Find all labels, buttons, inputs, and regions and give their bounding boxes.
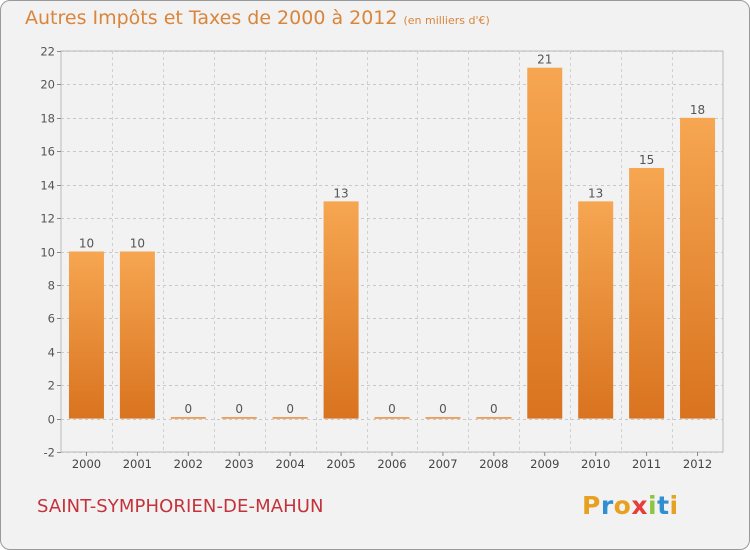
y-tick-label: 8	[48, 279, 55, 293]
proxiti-logo: Proxiti	[582, 491, 679, 520]
value-label: 0	[490, 402, 498, 416]
y-tick-label: 22	[40, 45, 55, 59]
x-tick-label: 2008	[479, 457, 508, 471]
y-tick-label: 2	[48, 379, 55, 393]
bar-2011	[629, 167, 665, 419]
bar-2007	[425, 417, 461, 419]
logo-letter: x	[631, 491, 648, 520]
x-tick-label: 2003	[225, 457, 254, 471]
bar-2006	[374, 417, 410, 419]
y-tick-label: 18	[40, 112, 55, 126]
y-tick-label: 14	[40, 179, 55, 193]
value-label: 0	[184, 402, 192, 416]
value-label: 10	[130, 237, 145, 251]
x-tick-label: 2007	[428, 457, 457, 471]
logo-letter: t	[657, 491, 670, 520]
x-tick-label: 2011	[632, 457, 661, 471]
labels: -2 0 2 4 6 8 10 12 14 16 18 20 22 10 2000 10 2001 0 2002 0 2…	[40, 45, 712, 472]
value-label: 0	[439, 402, 447, 416]
value-label: 13	[333, 186, 348, 200]
chart-title: Autres Impôts et Taxes de 2000 à 2012 (en…	[25, 7, 490, 29]
value-label: 21	[537, 53, 552, 67]
grid	[57, 50, 724, 456]
bar-2003	[221, 417, 257, 419]
value-label: 0	[286, 402, 294, 416]
y-tick-label: 4	[48, 346, 55, 360]
x-tick-label: 2010	[581, 457, 610, 471]
value-label: 13	[588, 186, 603, 200]
x-tick-label: 2005	[326, 457, 355, 471]
bar-2005	[323, 201, 359, 419]
value-label: 10	[79, 237, 94, 251]
y-tick-label: -2	[44, 446, 55, 460]
x-tick-label: 2009	[530, 457, 559, 471]
logo-letter: o	[613, 491, 632, 520]
bar-2009	[527, 67, 563, 419]
chart-unit: (en milliers d'€)	[403, 14, 490, 27]
y-tick-label: 16	[40, 145, 55, 159]
value-label: 0	[235, 402, 243, 416]
y-tick-label: 6	[48, 312, 55, 326]
logo-letter: i	[648, 491, 658, 520]
value-label: 0	[388, 402, 396, 416]
bar-2002	[170, 417, 206, 419]
y-tick-label: 12	[40, 212, 55, 226]
y-tick-label: 10	[40, 246, 55, 260]
bar-2012	[680, 117, 716, 419]
bar-2004	[272, 417, 308, 419]
x-tick-label: 2001	[123, 457, 152, 471]
y-tick-label: 0	[48, 413, 55, 427]
bar-2001	[119, 251, 155, 419]
value-label: 15	[639, 153, 654, 167]
y-tick-label: 20	[40, 78, 55, 92]
x-tick-label: 2004	[276, 457, 305, 471]
value-label: 18	[690, 103, 705, 117]
bars	[68, 67, 716, 419]
logo-letter: r	[600, 491, 614, 520]
bar-2008	[476, 417, 512, 419]
logo-letter: i	[669, 491, 679, 520]
bar-2010	[578, 201, 614, 419]
bar-2000	[68, 251, 104, 419]
chart-title-text: Autres Impôts et Taxes de 2000 à 2012	[25, 7, 398, 29]
x-tick-label: 2000	[72, 457, 101, 471]
x-tick-label: 2006	[377, 457, 406, 471]
commune-name: SAINT-SYMPHORIEN-DE-MAHUN	[37, 496, 324, 517]
plot-area	[60, 50, 724, 453]
x-tick-label: 2012	[683, 457, 712, 471]
logo-letter: P	[582, 491, 601, 520]
x-tick-label: 2002	[174, 457, 203, 471]
